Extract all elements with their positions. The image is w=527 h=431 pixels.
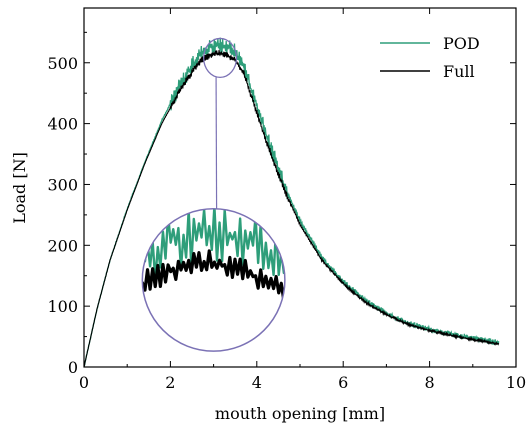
zoom-inset-content (142, 208, 285, 311)
zoom-layer (141, 37, 286, 352)
y-tick-label: 500 (47, 54, 78, 73)
legend-label-full: Full (443, 62, 475, 81)
zoom-inset-series-full (142, 249, 285, 311)
zoom-highlight-circle (203, 37, 238, 79)
legend-label-pod: POD (443, 34, 480, 53)
y-tick-label: 0 (68, 358, 78, 377)
legend: POD Full (380, 34, 480, 81)
zoom-inset-circle (141, 208, 286, 352)
series-line-pod (84, 37, 500, 367)
y-tick-label: 300 (47, 175, 78, 194)
x-tick-label: 2 (165, 373, 175, 392)
y-tick-label: 400 (47, 115, 78, 134)
x-tick-label: 0 (79, 373, 89, 392)
x-tick-label: 8 (425, 373, 435, 392)
zoom-inset-series-pod (142, 208, 285, 289)
x-tick-label: 4 (252, 373, 262, 392)
x-tick-label: 6 (338, 373, 348, 392)
series-line-full (84, 49, 500, 367)
x-axis-label: mouth opening [mm] (215, 404, 385, 423)
y-axis-label: Load [N] (10, 152, 29, 224)
x-tick-label: 10 (506, 373, 526, 392)
series-layer (84, 37, 500, 367)
y-tick-label: 200 (47, 236, 78, 255)
zoom-connector-line (215, 77, 218, 209)
y-tick-label: 100 (47, 297, 78, 316)
